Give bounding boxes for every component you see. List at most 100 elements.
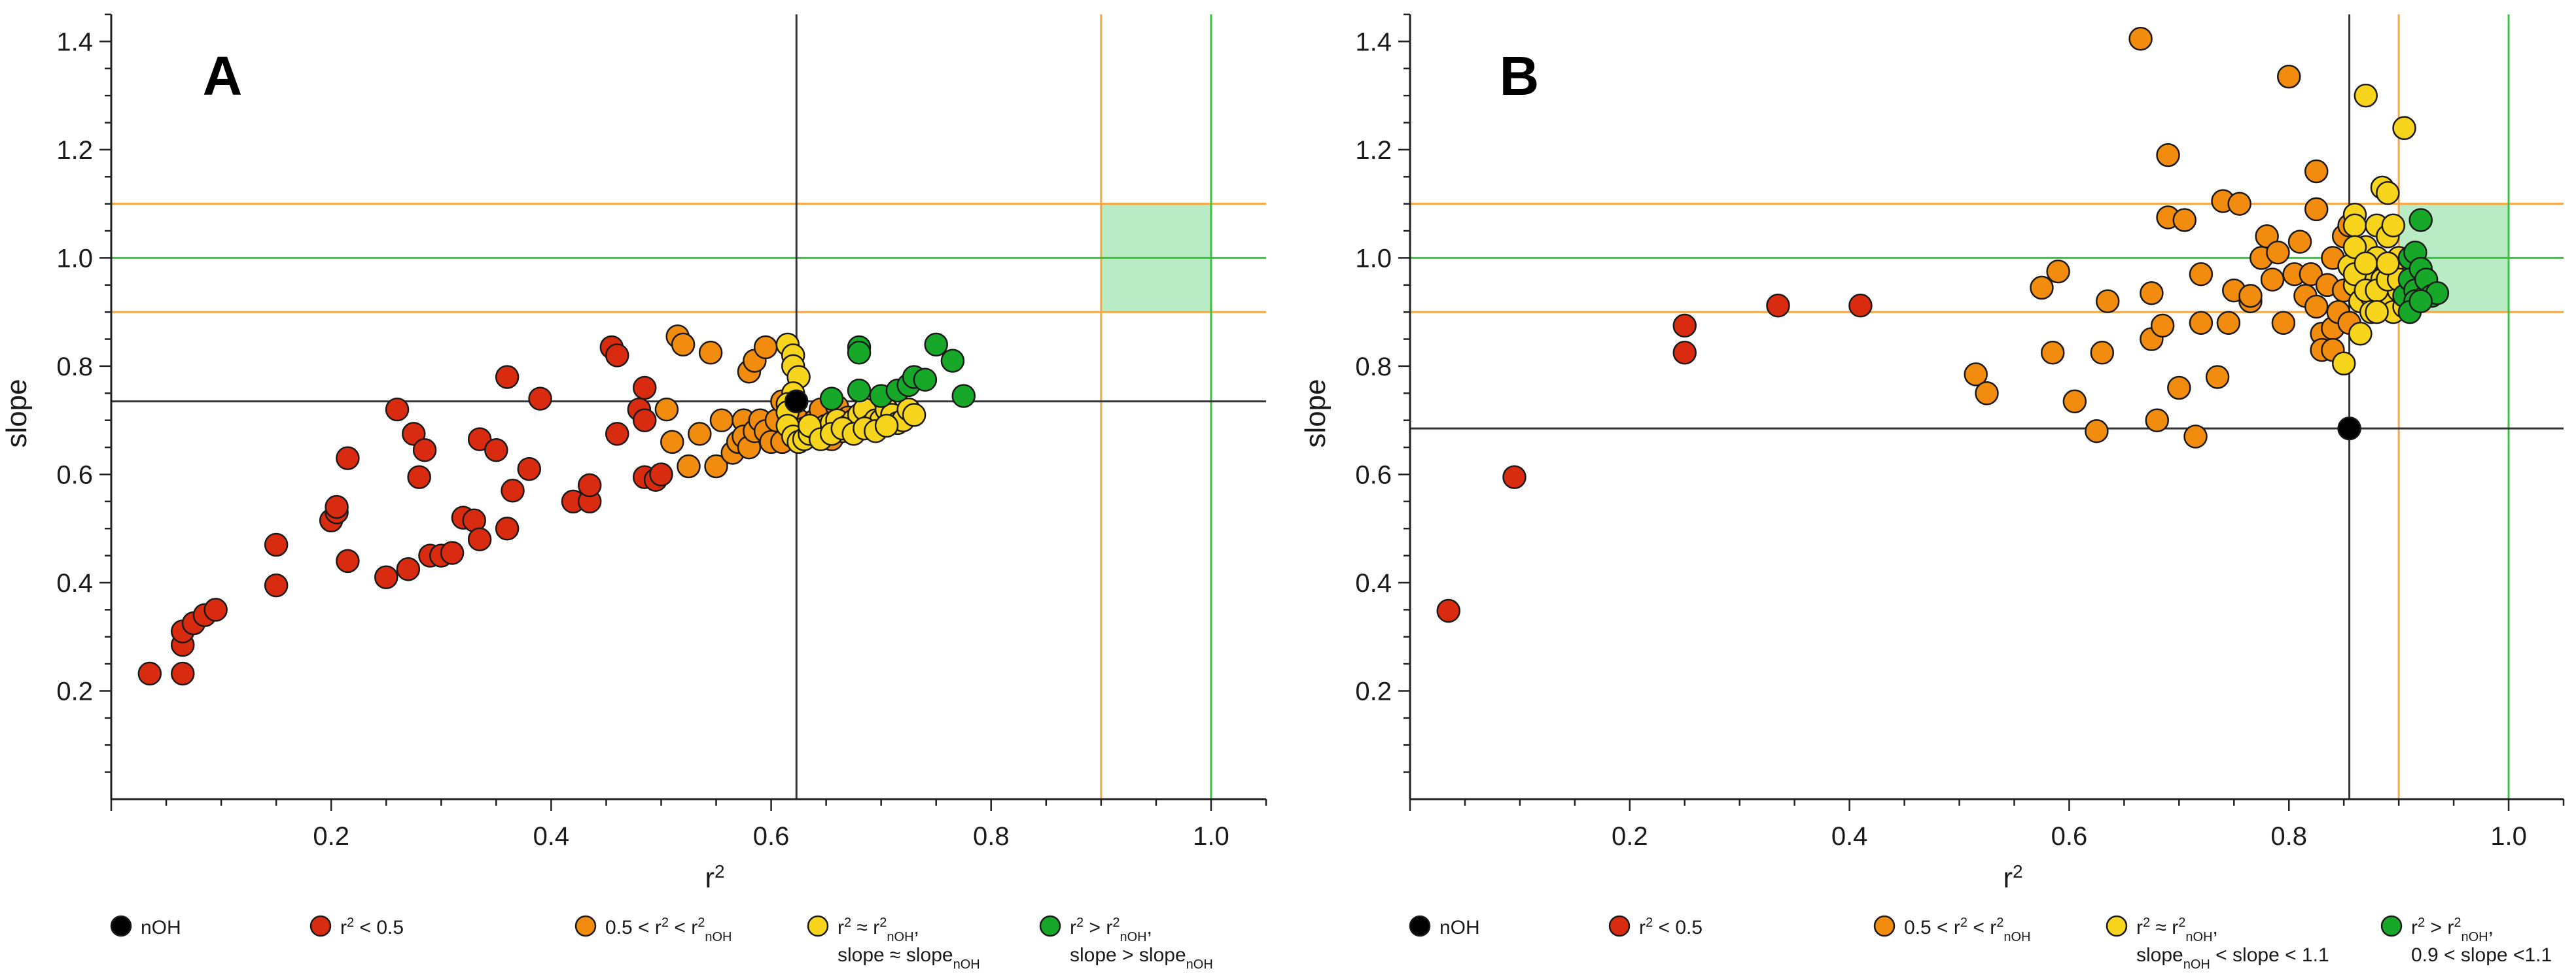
data-point-low (264, 532, 289, 557)
data-point-nOH (784, 389, 809, 413)
data-point-approx (902, 403, 926, 427)
y-tick-label: 0.2 (56, 677, 93, 706)
data-point-low (374, 565, 398, 589)
y-tick-label: 1.2 (56, 136, 93, 165)
data-point-mid (2255, 224, 2279, 249)
x-axis-label: r2 (2003, 861, 2022, 895)
data-point-mid (2172, 208, 2197, 232)
panel-letter: B (1500, 45, 1540, 107)
data-point-low (577, 473, 602, 498)
legend-label-nOH: nOH (141, 917, 181, 938)
data-point-low (633, 408, 657, 432)
data-point-mid (709, 408, 734, 432)
data-point-low (407, 465, 431, 489)
x-tick-label: 1.0 (2490, 822, 2527, 851)
legend-label-high-line2: 0.9 < slope <1.1 (2411, 944, 2552, 966)
data-point-low (1766, 293, 1790, 318)
data-point-mid (2205, 365, 2230, 389)
series-high (819, 332, 976, 411)
y-tick-label: 0.4 (1355, 569, 1392, 598)
y-tick-label: 0.4 (56, 569, 93, 598)
legend-label-mid: 0.5 < r2 < r2nOH (1904, 916, 2030, 944)
data-point-high (2408, 208, 2433, 232)
data-point-mid (2167, 375, 2191, 400)
x-tick-label: 0.6 (2051, 822, 2088, 851)
data-point-mid (2304, 294, 2329, 319)
data-point-approx (2381, 213, 2405, 238)
panel-b-chart: 0.2 0.4 0.6 0.8 1.0 0.2 0.4 0.6 0.8 1.0 1.2 1.4 r2 sl… (1299, 13, 2565, 895)
series-low (1436, 293, 1873, 623)
data-point-low (336, 549, 360, 574)
data-point-low (402, 422, 426, 446)
data-point-approx (2348, 322, 2373, 346)
data-point-mid (671, 332, 696, 357)
x-tick-label: 1.0 (1193, 822, 1229, 851)
data-point-low (467, 527, 492, 552)
legend-marker-mid (1873, 915, 1896, 937)
data-point-low (517, 456, 542, 481)
y-axis-label: slope (1299, 379, 1332, 447)
series-approx (775, 332, 926, 455)
series-high (2392, 208, 2450, 324)
data-point-low (495, 365, 520, 389)
data-point-low (1848, 293, 1873, 318)
panel-b-legend: nOH r2 < 0.5 0.5 < r2 < r2nOH r2 ≈ r2nOH,sl… (1409, 915, 2552, 972)
y-tick-label: 1.0 (1355, 244, 1392, 273)
x-tick-label: 0.8 (973, 822, 1010, 851)
legend-label-approx-line2: slopenOH < slope < 1.1 (2136, 944, 2329, 972)
data-point-low (336, 446, 360, 470)
data-point-mid (753, 335, 778, 360)
data-point-high (951, 384, 976, 408)
data-point-mid (2046, 259, 2070, 284)
data-point-high (2408, 289, 2433, 313)
data-point-mid (2189, 311, 2214, 335)
data-point-low (605, 422, 629, 446)
data-point-mid (2266, 240, 2290, 265)
data-point-mid (2090, 340, 2115, 365)
data-point-low (633, 375, 657, 400)
data-point-mid (2304, 197, 2329, 222)
data-point-high (819, 386, 844, 411)
data-point-mid (2095, 289, 2120, 313)
x-tick-label: 0.4 (533, 822, 570, 851)
data-point-mid (2085, 419, 2109, 443)
data-point-mid (677, 454, 701, 479)
y-tick-label: 0.6 (56, 460, 93, 489)
legend-marker-nOH (1409, 915, 1431, 937)
legend-label-low: r2 < 0.5 (1639, 916, 1703, 938)
data-point-mid (660, 430, 684, 455)
data-point-mid (2189, 262, 2214, 286)
data-point-mid (2140, 281, 2164, 305)
data-point-low (412, 438, 437, 462)
data-point-nOH (2337, 416, 2361, 441)
data-point-high (924, 332, 948, 357)
legend-marker-approx (2106, 915, 2128, 937)
data-point-mid (2030, 275, 2054, 300)
data-point-approx (2354, 83, 2378, 108)
data-point-low (264, 573, 289, 598)
data-point-low (385, 397, 410, 422)
legend-marker-low (1608, 915, 1631, 937)
series-low (137, 335, 673, 686)
data-point-approx (2376, 180, 2400, 205)
legend-label-mid: 0.5 < r2 < r2nOH (605, 916, 732, 944)
panel-letter: A (203, 45, 243, 107)
data-point-low (1672, 340, 1697, 365)
data-point-mid (2299, 262, 2323, 286)
series-approx (2331, 83, 2416, 376)
legend-label-high-line2: slope > slopenOH (1070, 944, 1213, 972)
data-point-approx (2365, 300, 2389, 324)
series-nOH (784, 389, 809, 413)
data-point-mid (2145, 408, 2170, 432)
y-tick-label: 0.8 (56, 352, 93, 381)
data-point-low (495, 516, 520, 541)
data-point-mid (2227, 192, 2251, 216)
legend-label-nOH: nOH (1439, 917, 1480, 938)
data-point-mid (2062, 389, 2087, 413)
data-point-mid (2156, 143, 2180, 167)
legend-marker-high (1039, 915, 1061, 937)
y-tick-label: 1.2 (1355, 136, 1392, 165)
panel-a-legend: nOH r2 < 0.5 0.5 < r2 < r2nOH r2 ≈ r2nOH,sl… (110, 915, 1213, 972)
data-point-low (440, 541, 465, 565)
